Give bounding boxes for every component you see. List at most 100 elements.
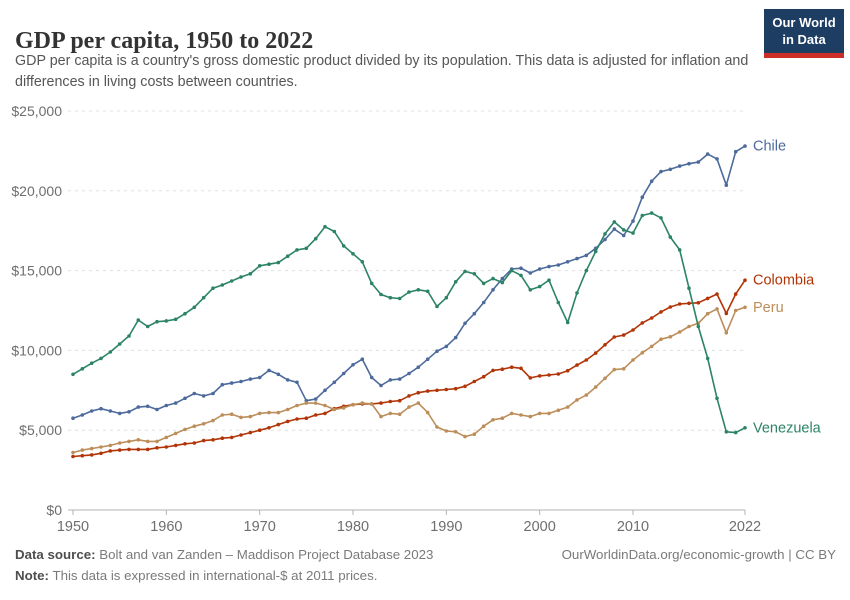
peru-point[interactable] — [323, 403, 327, 408]
chile-point[interactable] — [715, 157, 719, 161]
peru-point[interactable] — [705, 311, 710, 316]
venezuela-point[interactable] — [547, 278, 551, 282]
venezuela-point[interactable] — [435, 304, 439, 309]
peru-point[interactable] — [136, 438, 141, 442]
venezuela-point[interactable] — [313, 236, 318, 241]
colombia-point[interactable] — [621, 333, 626, 337]
chile-point[interactable] — [323, 388, 327, 393]
colombia-point[interactable] — [155, 446, 159, 450]
venezuela-point[interactable] — [575, 291, 579, 295]
colombia-point[interactable] — [257, 428, 262, 433]
colombia-point[interactable] — [677, 302, 682, 306]
venezuela-point[interactable] — [192, 305, 197, 310]
colombia-point[interactable] — [416, 390, 421, 395]
chile-point[interactable] — [127, 410, 131, 414]
chile-line[interactable] — [72, 145, 746, 419]
venezuela-point[interactable] — [369, 281, 374, 286]
chile-point[interactable] — [687, 161, 691, 166]
peru-point[interactable] — [640, 351, 645, 355]
colombia-point[interactable] — [267, 426, 271, 430]
chile-point[interactable] — [612, 227, 617, 231]
venezuela-point[interactable] — [537, 284, 542, 289]
chile-point[interactable] — [453, 335, 458, 340]
colombia-point[interactable] — [425, 389, 430, 393]
colombia-point[interactable] — [397, 398, 402, 403]
chile-point[interactable] — [80, 413, 85, 417]
chile-point[interactable] — [444, 344, 449, 349]
peru-point[interactable] — [117, 441, 122, 445]
chile-point[interactable] — [481, 300, 486, 305]
chile-point[interactable] — [565, 260, 570, 264]
peru-point[interactable] — [108, 443, 113, 448]
venezuela-point[interactable] — [89, 361, 94, 366]
peru-point[interactable] — [463, 434, 467, 439]
colombia-point[interactable] — [407, 394, 411, 398]
peru-point[interactable] — [351, 402, 355, 407]
chile-point[interactable] — [416, 365, 421, 370]
chile-point[interactable] — [556, 263, 561, 267]
colombia-point[interactable] — [715, 292, 719, 296]
peru-point[interactable] — [145, 439, 150, 444]
chile-point[interactable] — [640, 195, 645, 199]
chile-point[interactable] — [491, 288, 495, 292]
venezuela-point[interactable] — [276, 260, 281, 265]
peru-point[interactable] — [332, 407, 337, 412]
peru-point[interactable] — [444, 429, 449, 433]
chile-point[interactable] — [369, 375, 374, 380]
venezuela-point[interactable] — [108, 350, 113, 354]
chile-point[interactable] — [435, 349, 439, 353]
chile-point[interactable] — [276, 372, 281, 377]
venezuela-point[interactable] — [612, 220, 617, 224]
venezuela-point[interactable] — [500, 280, 505, 285]
chile-point[interactable] — [220, 382, 225, 387]
venezuela-point[interactable] — [603, 232, 607, 236]
colombia-point[interactable] — [80, 453, 85, 458]
chile-point[interactable] — [677, 164, 682, 168]
peru-point[interactable] — [127, 439, 131, 444]
chile-label[interactable]: Chile — [753, 139, 786, 155]
venezuela-point[interactable] — [229, 279, 234, 283]
colombia-point[interactable] — [313, 413, 318, 417]
peru-point[interactable] — [192, 424, 197, 429]
peru-point[interactable] — [285, 407, 290, 412]
venezuela-point[interactable] — [257, 264, 262, 268]
colombia-label[interactable]: Colombia — [753, 273, 815, 289]
colombia-point[interactable] — [295, 417, 299, 421]
peru-point[interactable] — [453, 430, 458, 434]
colombia-point[interactable] — [724, 311, 729, 316]
chile-point[interactable] — [631, 219, 635, 223]
chile-point[interactable] — [696, 160, 701, 164]
chile-point[interactable] — [668, 167, 673, 172]
colombia-point[interactable] — [192, 441, 197, 445]
colombia-point[interactable] — [491, 368, 495, 373]
chile-point[interactable] — [313, 397, 318, 401]
chile-point[interactable] — [743, 144, 747, 148]
venezuela-point[interactable] — [267, 262, 271, 266]
colombia-point[interactable] — [71, 454, 75, 459]
colombia-point[interactable] — [612, 335, 617, 339]
peru-point[interactable] — [528, 414, 533, 419]
colombia-point[interactable] — [276, 422, 281, 427]
colombia-point[interactable] — [304, 416, 309, 421]
peru-point[interactable] — [743, 305, 747, 310]
chile-point[interactable] — [360, 357, 365, 362]
venezuela-point[interactable] — [444, 295, 449, 300]
peru-point[interactable] — [575, 398, 579, 402]
peru-point[interactable] — [687, 324, 691, 329]
chile-point[interactable] — [528, 271, 533, 275]
chile-point[interactable] — [425, 357, 430, 362]
peru-point[interactable] — [341, 406, 346, 410]
venezuela-point[interactable] — [640, 213, 645, 218]
chile-point[interactable] — [705, 152, 710, 156]
chile-point[interactable] — [136, 405, 141, 409]
chile-point[interactable] — [192, 391, 197, 396]
peru-point[interactable] — [659, 337, 663, 341]
chile-point[interactable] — [659, 169, 663, 174]
peru-point[interactable] — [257, 411, 262, 416]
peru-point[interactable] — [481, 424, 486, 429]
peru-point[interactable] — [183, 427, 187, 432]
peru-point[interactable] — [649, 344, 654, 349]
colombia-point[interactable] — [285, 419, 290, 424]
venezuela-point[interactable] — [528, 288, 533, 292]
colombia-point[interactable] — [323, 411, 327, 416]
